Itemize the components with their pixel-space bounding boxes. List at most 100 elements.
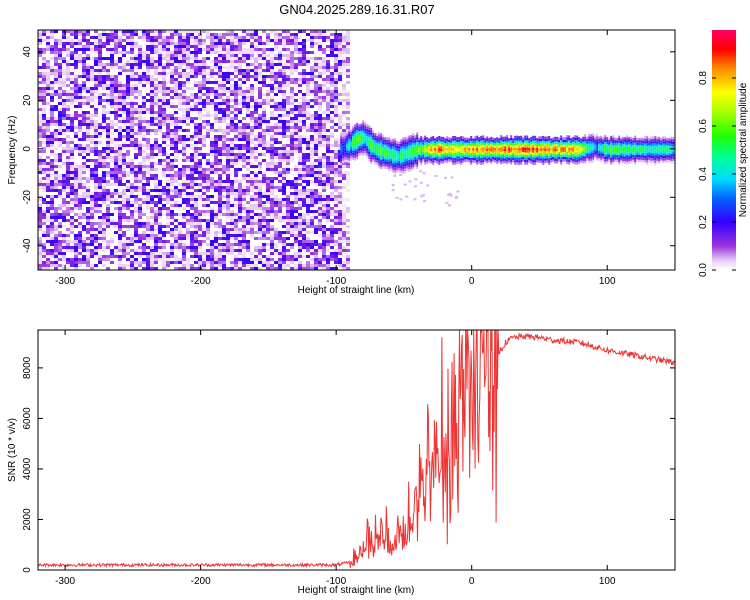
noise-cell [302, 105, 306, 108]
noise-cell [238, 111, 242, 114]
noise-cell [186, 180, 190, 183]
noise-cell [330, 42, 334, 45]
noise-cell [306, 117, 310, 120]
noise-cell [218, 213, 222, 216]
ridge-cell [386, 154, 389, 157]
ridge-cell [404, 171, 407, 174]
noise-cell [246, 87, 250, 90]
noise-cell [38, 75, 42, 78]
ridge-cell [362, 119, 365, 123]
noise-cell [182, 120, 186, 123]
noise-cell [62, 246, 66, 249]
noise-cell [322, 210, 326, 213]
noise-cell [58, 81, 62, 84]
ridge-cell [400, 160, 403, 164]
ridge-cell [392, 148, 395, 151]
noise-cell [242, 192, 246, 195]
noise-cell [346, 177, 350, 180]
noise-cell [242, 243, 246, 246]
noise-cell [122, 111, 126, 114]
noise-cell [42, 87, 46, 90]
noise-cell [82, 255, 86, 258]
noise-cell [342, 105, 346, 108]
noise-cell [222, 147, 226, 150]
noise-cell [202, 198, 206, 201]
ridge-cell [370, 149, 373, 152]
noise-cell [290, 126, 294, 129]
noise-cell [178, 243, 182, 246]
noise-cell [322, 69, 326, 72]
noise-cell [210, 264, 214, 267]
noise-cell [254, 255, 258, 258]
noise-cell [182, 108, 186, 111]
noise-cell [266, 129, 270, 132]
ridge-cell [370, 152, 373, 155]
noise-cell [234, 228, 238, 231]
noise-cell [66, 39, 70, 42]
noise-cell [142, 189, 146, 192]
ridge-cell [364, 143, 367, 146]
ridge-cell [408, 145, 411, 148]
noise-cell [50, 261, 54, 264]
noise-cell [234, 204, 238, 207]
noise-cell [214, 147, 218, 150]
noise-cell [126, 81, 130, 84]
noise-cell [126, 60, 130, 63]
noise-cell [162, 72, 166, 75]
ridge-cell [372, 157, 375, 160]
noise-cell [186, 111, 190, 114]
noise-cell [302, 267, 306, 270]
noise-cell [198, 210, 202, 213]
noise-cell [246, 192, 250, 195]
noise-cell [70, 81, 74, 84]
noise-cell [178, 234, 182, 237]
noise-cell [250, 87, 254, 90]
noise-cell [102, 216, 106, 219]
noise-cell [74, 51, 78, 54]
noise-cell [82, 39, 86, 42]
noise-cell [254, 75, 258, 78]
noise-cell [286, 123, 290, 126]
noise-cell [278, 159, 282, 162]
noise-cell [42, 129, 46, 132]
ridge-cell [402, 144, 405, 148]
noise-cell [98, 153, 102, 156]
noise-cell [174, 117, 178, 120]
noise-cell [318, 72, 322, 75]
noise-cell [178, 204, 182, 207]
noise-cell [210, 144, 214, 147]
noise-cell [234, 267, 238, 270]
noise-cell [62, 201, 66, 204]
noise-cell [146, 108, 150, 111]
noise-cell [178, 141, 182, 144]
noise-cell [146, 111, 150, 114]
noise-cell [214, 90, 218, 93]
noise-cell [274, 162, 278, 165]
ridge-cell [382, 151, 385, 154]
noise-cell [314, 93, 318, 96]
noise-cell [38, 168, 42, 171]
noise-cell [62, 234, 66, 237]
noise-cell [342, 111, 346, 114]
noise-cell [154, 201, 158, 204]
noise-cell [42, 66, 46, 69]
noise-cell [154, 63, 158, 66]
noise-cell [198, 189, 202, 192]
ridge-cell [372, 135, 375, 138]
ridge-cell [402, 154, 405, 157]
noise-cell [154, 210, 158, 213]
noise-cell [278, 210, 282, 213]
noise-cell [222, 153, 226, 156]
noise-cell [326, 198, 330, 201]
noise-cell [146, 60, 150, 63]
noise-cell [38, 81, 42, 84]
noise-cell [218, 195, 222, 198]
noise-cell [234, 222, 238, 225]
ridge-cell [394, 145, 397, 148]
noise-cell [86, 255, 90, 258]
noise-cell [214, 246, 218, 249]
noise-cell [214, 93, 218, 96]
noise-cell [106, 213, 110, 216]
noise-cell [74, 117, 78, 120]
noise-cell [106, 180, 110, 183]
